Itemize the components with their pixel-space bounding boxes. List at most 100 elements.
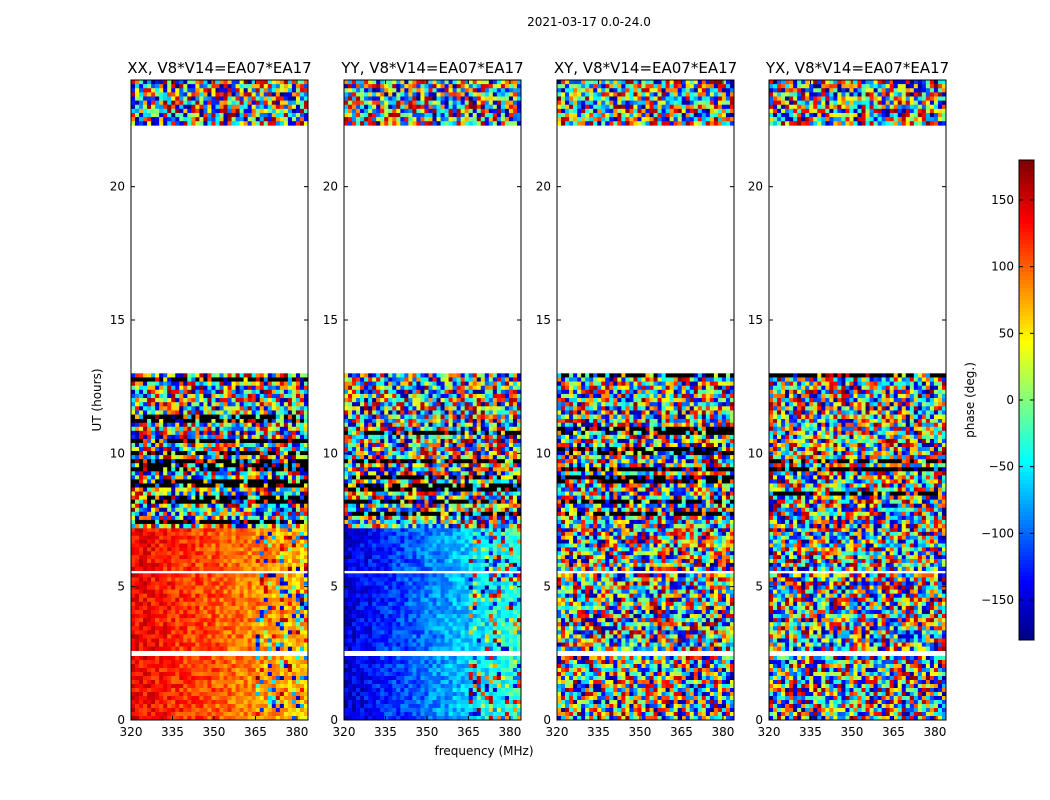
colorbar-segment bbox=[1019, 320, 1034, 325]
x-tick-label: 365 bbox=[882, 725, 905, 739]
colorbar-segment bbox=[1019, 364, 1034, 369]
panel-1: YY, V8*V14=EA07*EA17 320 335 350 365 380 0 5 10 1… bbox=[323, 59, 524, 739]
colorbar-segment bbox=[1019, 580, 1034, 585]
colorbar-segment bbox=[1019, 424, 1034, 429]
colorbar-segment bbox=[1019, 412, 1034, 417]
colorbar-segment bbox=[1019, 540, 1034, 545]
colorbar-segment bbox=[1019, 588, 1034, 593]
colorbar-segment bbox=[1019, 260, 1034, 265]
colorbar-segment bbox=[1019, 180, 1034, 185]
colorbar-segment bbox=[1019, 516, 1034, 521]
y-tick-label: 0 bbox=[117, 713, 125, 727]
colorbar-segment bbox=[1019, 240, 1034, 245]
colorbar-segment bbox=[1019, 468, 1034, 473]
colorbar-segment bbox=[1019, 596, 1034, 601]
colorbar-segment bbox=[1019, 268, 1034, 273]
x-tick-label: 350 bbox=[841, 725, 864, 739]
x-tick-label: 350 bbox=[629, 725, 652, 739]
colorbar-segment bbox=[1019, 400, 1034, 405]
y-tick-label: 20 bbox=[323, 180, 338, 194]
panel-title: XX, V8*V14=EA07*EA17 bbox=[127, 59, 311, 77]
phase-heatmap-2 bbox=[557, 80, 734, 720]
colorbar-segment bbox=[1019, 392, 1034, 397]
colorbar-tick-label: −150 bbox=[981, 593, 1014, 607]
colorbar-segment bbox=[1019, 532, 1034, 537]
colorbar-segment bbox=[1019, 448, 1034, 453]
colorbar-segment bbox=[1019, 444, 1034, 449]
colorbar-segment bbox=[1019, 208, 1034, 213]
colorbar-tick-label: −100 bbox=[981, 526, 1014, 540]
colorbar-segment bbox=[1019, 248, 1034, 253]
colorbar-segment bbox=[1019, 308, 1034, 313]
y-tick-label: 5 bbox=[755, 580, 763, 594]
colorbar-segment bbox=[1019, 504, 1034, 509]
colorbar-segment bbox=[1019, 172, 1034, 177]
figure-suptitle: 2021-03-17 0.0-24.0 bbox=[527, 15, 651, 29]
x-tick-label: 365 bbox=[457, 725, 480, 739]
colorbar-segment bbox=[1019, 224, 1034, 229]
panel-title: YY, V8*V14=EA07*EA17 bbox=[340, 59, 523, 77]
colorbar-tick-label: 0 bbox=[1006, 393, 1014, 407]
colorbar-segment bbox=[1019, 576, 1034, 581]
colorbar-segment bbox=[1019, 356, 1034, 361]
x-tick-label: 365 bbox=[244, 725, 267, 739]
x-tick-label: 380 bbox=[498, 725, 521, 739]
colorbar-segment bbox=[1019, 560, 1034, 565]
colorbar-segment bbox=[1019, 164, 1034, 169]
phase-heatmap-0 bbox=[131, 80, 308, 720]
y-tick-label: 20 bbox=[110, 180, 125, 194]
panel-frame bbox=[343, 79, 522, 721]
colorbar-segment bbox=[1019, 184, 1034, 189]
phase-heatmap-1 bbox=[344, 80, 521, 720]
colorbar-segment bbox=[1019, 168, 1034, 173]
x-tick-label: 335 bbox=[374, 725, 397, 739]
colorbar-segment bbox=[1019, 188, 1034, 193]
colorbar-segment bbox=[1019, 272, 1034, 277]
y-tick-label: 10 bbox=[536, 446, 551, 460]
colorbar-segment bbox=[1019, 336, 1034, 341]
colorbar-segment bbox=[1019, 196, 1034, 201]
colorbar-segment bbox=[1019, 176, 1034, 181]
x-tick-label: 380 bbox=[923, 725, 946, 739]
panel-3: YX, V8*V14=EA07*EA17 320 335 350 365 380 0 5 10 1… bbox=[748, 59, 949, 739]
x-tick-label: 350 bbox=[203, 725, 226, 739]
colorbar-segment bbox=[1019, 508, 1034, 513]
x-axis-label: frequency (MHz) bbox=[434, 744, 533, 758]
colorbar-segment bbox=[1019, 212, 1034, 217]
colorbar-segment bbox=[1019, 372, 1034, 377]
x-tick-label: 320 bbox=[333, 725, 356, 739]
phase-heatmap-3 bbox=[769, 80, 946, 720]
colorbar-segment bbox=[1019, 460, 1034, 465]
colorbar-segment bbox=[1019, 384, 1034, 389]
colorbar-segment bbox=[1019, 244, 1034, 249]
colorbar-segment bbox=[1019, 492, 1034, 497]
x-tick-label: 320 bbox=[758, 725, 781, 739]
colorbar-segment bbox=[1019, 452, 1034, 457]
colorbar-segment bbox=[1019, 488, 1034, 493]
colorbar-segment bbox=[1019, 332, 1034, 337]
colorbar-segment bbox=[1019, 436, 1034, 441]
panels-group: XX, V8*V14=EA07*EA17 320 335 350 365 380 0 5 10 1… bbox=[110, 59, 949, 739]
colorbar-segment bbox=[1019, 296, 1034, 301]
colorbar-segment bbox=[1019, 620, 1034, 625]
colorbar-segment bbox=[1019, 396, 1034, 401]
y-tick-label: 15 bbox=[748, 313, 763, 327]
colorbar-segment bbox=[1019, 220, 1034, 225]
colorbar-segment bbox=[1019, 608, 1034, 613]
colorbar-segment bbox=[1019, 264, 1034, 269]
x-tick-label: 365 bbox=[670, 725, 693, 739]
colorbar-segment bbox=[1019, 420, 1034, 425]
colorbar-segment bbox=[1019, 604, 1034, 609]
colorbar-segment bbox=[1019, 228, 1034, 233]
colorbar-segment bbox=[1019, 440, 1034, 445]
colorbar-segment bbox=[1019, 584, 1034, 589]
colorbar-segment bbox=[1019, 624, 1034, 629]
colorbar-segment bbox=[1019, 528, 1034, 533]
panel-title: XY, V8*V14=EA07*EA17 bbox=[554, 59, 737, 77]
colorbar-segment bbox=[1019, 408, 1034, 413]
colorbar-segment bbox=[1019, 304, 1034, 309]
y-tick-label: 15 bbox=[110, 313, 125, 327]
colorbar-segment bbox=[1019, 500, 1034, 505]
colorbar-segment bbox=[1019, 512, 1034, 517]
